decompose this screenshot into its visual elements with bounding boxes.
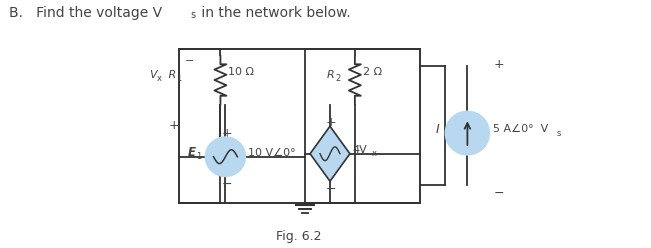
Text: x: x bbox=[157, 74, 161, 83]
Text: +: + bbox=[221, 127, 232, 140]
Text: 2 Ω: 2 Ω bbox=[363, 67, 382, 77]
Text: 10 V∠0°: 10 V∠0° bbox=[248, 148, 296, 158]
Text: 1: 1 bbox=[197, 152, 202, 161]
Text: x: x bbox=[372, 149, 377, 158]
Text: +: + bbox=[326, 116, 337, 129]
Circle shape bbox=[206, 137, 245, 176]
Text: +: + bbox=[493, 58, 504, 71]
Text: s: s bbox=[191, 10, 196, 20]
Text: E: E bbox=[187, 146, 195, 159]
Circle shape bbox=[445, 112, 490, 155]
Text: 10 Ω: 10 Ω bbox=[229, 67, 255, 77]
Bar bbox=[178, 49, 420, 203]
Text: 4V: 4V bbox=[353, 145, 368, 155]
Text: R: R bbox=[327, 70, 335, 80]
Text: s: s bbox=[557, 129, 561, 138]
Text: 1: 1 bbox=[176, 74, 181, 83]
Text: −: − bbox=[326, 183, 337, 196]
Polygon shape bbox=[310, 126, 350, 181]
Text: −: − bbox=[185, 57, 194, 66]
Text: R: R bbox=[165, 70, 176, 80]
Text: −: − bbox=[221, 178, 232, 191]
Text: +: + bbox=[169, 119, 179, 132]
Text: −: − bbox=[493, 187, 504, 200]
Text: B.   Find the voltage V: B. Find the voltage V bbox=[9, 6, 163, 20]
Text: 2: 2 bbox=[335, 74, 340, 83]
Text: V: V bbox=[149, 70, 156, 80]
Text: in the network below.: in the network below. bbox=[197, 6, 350, 20]
Text: Fig. 6.2: Fig. 6.2 bbox=[277, 230, 322, 244]
Text: I: I bbox=[436, 123, 439, 136]
Text: 5 A∠0°  V: 5 A∠0° V bbox=[493, 124, 549, 134]
